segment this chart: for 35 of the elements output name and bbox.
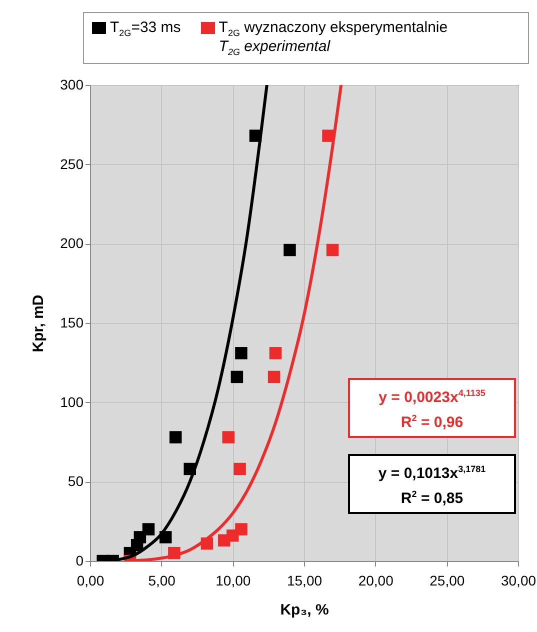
point	[222, 431, 235, 444]
point	[234, 462, 246, 476]
x-tick-label: 20,00	[358, 572, 394, 588]
legend-label: T$_{2G}$ wyznaczony eksperymentalnie T$_{2G}$ experimental	[218, 19, 448, 57]
annotation: R$^{2}$ = 0,85	[400, 488, 464, 509]
point	[230, 370, 244, 384]
point	[269, 347, 282, 360]
x-tick-label: 15,00	[286, 572, 322, 588]
x-tick-label: 30,00	[500, 572, 536, 588]
point	[268, 370, 280, 384]
y-axis-title: Kpr, mD	[30, 294, 48, 352]
y-tick-label: 250	[60, 156, 84, 172]
annotation: y = 0,0023x$^{4,1135}$	[378, 387, 486, 408]
y-tick-label: 150	[60, 314, 84, 330]
annotation: R$^{2}$ = 0,96	[400, 412, 464, 433]
x-tick-label: 5,00	[148, 572, 176, 588]
point	[235, 347, 248, 360]
point	[169, 431, 182, 444]
legend-label: T$_{2G}$=33 ms	[110, 19, 181, 38]
equation-box: y = 0,0023x$^{4,1135}$ R$^{2}$ = 0,96	[348, 378, 516, 438]
x-axis-title: Kp₃, %	[280, 602, 329, 618]
point	[326, 244, 339, 256]
y-tick-label: 300	[60, 76, 84, 92]
point	[235, 523, 248, 536]
x-tick-label: 10,00	[216, 572, 251, 588]
equation-box: y = 0,1013x$^{3,1781}$ R$^{2}$ = 0,85	[348, 454, 516, 514]
x-tick-label: 25,00	[430, 572, 465, 588]
y-tick-label: 100	[60, 394, 84, 410]
x-tick-label: 0,00	[76, 572, 104, 588]
y-tick-label: 200	[60, 235, 84, 252]
y-tick-label: 50	[68, 473, 84, 490]
y-tick-label: 0	[76, 552, 84, 568]
point	[284, 244, 296, 256]
point	[142, 523, 155, 536]
annotation: y = 0,1013x$^{3,1781}$	[377, 463, 487, 484]
